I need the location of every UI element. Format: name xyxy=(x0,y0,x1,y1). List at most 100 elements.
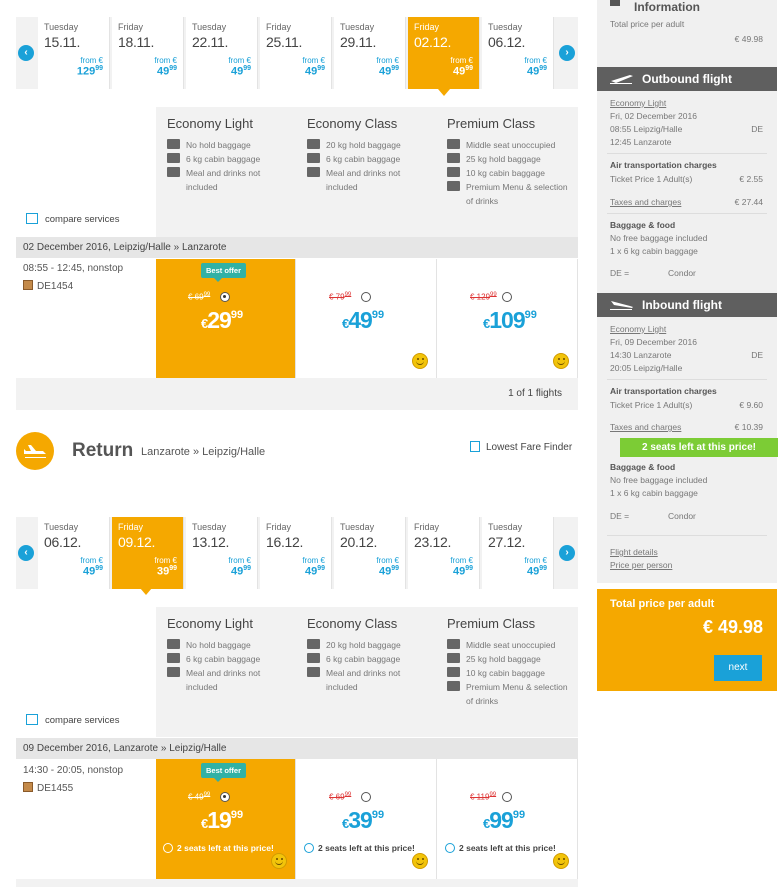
date-cell[interactable]: Friday 09.12. from €3999 xyxy=(112,517,184,589)
class-feature: Meal and drinks not included xyxy=(307,166,437,194)
fare-price: €3999 xyxy=(342,807,385,833)
class-feature: 20 kg hold baggage xyxy=(307,138,437,152)
timer-icon xyxy=(445,843,455,853)
date-cell[interactable]: Tuesday 06.12. from €4999 xyxy=(482,17,554,89)
date-cell[interactable]: Tuesday 13.12. from €4999 xyxy=(186,517,258,589)
lowest-fare-finder-link[interactable]: Lowest Fare Finder xyxy=(470,441,572,453)
fare-option[interactable]: Best offer € 6999 €2999 xyxy=(156,259,296,379)
date-cell[interactable]: Tuesday 22.11. from €4999 xyxy=(186,17,258,89)
fare-option[interactable]: € 6999 €3999 2 seats left at this price! xyxy=(297,759,437,879)
inbound-taxes-link[interactable]: Taxes and charges xyxy=(610,422,682,432)
flight-details-link[interactable]: Flight details xyxy=(610,547,658,557)
takeoff-icon xyxy=(610,75,633,84)
price-per-person-link[interactable]: Price per person xyxy=(610,560,673,570)
date-cell[interactable]: Tuesday 06.12. from €4999 xyxy=(38,517,110,589)
old-price: € 7999 xyxy=(329,292,352,302)
date-from-label: from € xyxy=(450,56,473,65)
fare-option[interactable]: € 7999 €4999 xyxy=(297,259,437,379)
class-feature: 6 kg cabin baggage xyxy=(307,652,437,666)
landing-icon xyxy=(610,301,633,310)
fare-price: €4999 xyxy=(342,307,385,333)
date-value: 27.12. xyxy=(488,534,526,550)
total-price-box: Total price per adult € 49.98 next xyxy=(597,589,777,691)
date-from-label: from € xyxy=(524,556,547,565)
cabin-bag-icon xyxy=(167,653,180,663)
date-cell[interactable]: Tuesday 27.12. from €4999 xyxy=(482,517,554,589)
date-value: 06.12. xyxy=(44,534,82,550)
seat-icon xyxy=(447,139,460,149)
return-date-bar: ‹ Tuesday 06.12. from €4999 Friday 09.12. fro… xyxy=(16,517,578,589)
prev-dates-button[interactable]: ‹ xyxy=(18,45,34,61)
prev-dates-button[interactable]: ‹ xyxy=(18,545,34,561)
next-button[interactable]: next xyxy=(714,655,762,681)
date-cell[interactable]: Friday 23.12. from €4999 xyxy=(408,517,480,589)
fare-radio[interactable] xyxy=(361,292,371,302)
next-dates-button[interactable]: › xyxy=(559,545,575,561)
next-dates-button[interactable]: › xyxy=(559,45,575,61)
inbound-flight-header: Inbound flight xyxy=(597,293,777,317)
fare-option[interactable]: € 12999 €10999 xyxy=(438,259,578,379)
fare-option[interactable]: € 11999 €9999 2 seats left at this price! xyxy=(438,759,578,879)
class-feature: 20 kg hold baggage xyxy=(307,638,437,652)
date-from-label: from € xyxy=(376,556,399,565)
date-price: 4999 xyxy=(82,565,103,578)
fare-radio[interactable] xyxy=(220,792,230,802)
suitcase-icon xyxy=(447,153,460,163)
compare-services-link[interactable]: compare services xyxy=(26,714,119,726)
date-price: 12999 xyxy=(76,65,103,78)
class-feature: 10 kg cabin baggage xyxy=(447,166,577,180)
date-cell[interactable]: Friday 18.11. from €4999 xyxy=(112,17,184,89)
date-from-label: from € xyxy=(524,56,547,65)
date-cell[interactable]: Friday 25.11. from €4999 xyxy=(260,17,332,89)
fare-radio[interactable] xyxy=(361,792,371,802)
date-value: 22.11. xyxy=(192,34,229,50)
old-price: € 12999 xyxy=(470,292,497,302)
fare-radio[interactable] xyxy=(220,292,230,302)
total-label: Total price per adult xyxy=(610,19,685,29)
fare-radio[interactable] xyxy=(502,792,512,802)
old-price: € 6999 xyxy=(188,292,211,302)
date-cell[interactable]: Friday 16.12. from €4999 xyxy=(260,517,332,589)
flight-time: 08:55 - 12:45, nonstop xyxy=(23,263,124,274)
date-from-label: from € xyxy=(376,56,399,65)
outbound-baggage-title: Baggage & food xyxy=(610,220,676,230)
old-price: € 6999 xyxy=(329,792,352,802)
chart-icon xyxy=(26,714,38,725)
old-price: € 4999 xyxy=(188,792,211,802)
class-feature: 6 kg cabin baggage xyxy=(307,152,437,166)
class-feature: Premium Menu & selection of drinks xyxy=(447,680,577,708)
class-name: Economy Light xyxy=(167,116,253,131)
date-day: Friday xyxy=(414,522,440,532)
fare-option[interactable]: Best offer € 4999 €1999 2 seats left at thi… xyxy=(156,759,296,879)
date-cell[interactable]: Friday 02.12. from €4999 xyxy=(408,17,480,89)
date-cell[interactable]: Tuesday 29.11. from €4999 xyxy=(334,17,406,89)
inbound-departure: 14:30 Lanzarote xyxy=(610,350,672,360)
date-price: 4999 xyxy=(156,65,177,78)
class-feature: Meal and drinks not included xyxy=(167,166,297,194)
date-price: 4999 xyxy=(452,565,473,578)
class-feature: Middle seat unoccupied xyxy=(447,138,577,152)
date-cell[interactable]: Tuesday 20.12. from €4999 xyxy=(334,517,406,589)
class-feature: No hold baggage xyxy=(167,638,297,652)
selected-date-pointer xyxy=(438,89,450,96)
date-value: 09.12. xyxy=(118,534,156,550)
cabin-bag-icon xyxy=(447,167,460,177)
outbound-airline-code: DE xyxy=(751,124,763,134)
smiley-icon xyxy=(553,353,569,369)
compare-services-link[interactable]: compare services xyxy=(26,213,119,225)
class-feature: 10 kg cabin baggage xyxy=(447,666,577,680)
no-meal-icon xyxy=(167,667,180,677)
date-price: 4999 xyxy=(452,65,473,78)
flight-time: 14:30 - 20:05, nonstop xyxy=(23,765,124,776)
outbound-taxes-link[interactable]: Taxes and charges xyxy=(610,197,682,207)
date-price: 4999 xyxy=(230,65,251,78)
class-feature: 6 kg cabin baggage xyxy=(167,152,297,166)
date-day: Tuesday xyxy=(488,522,523,532)
class-name: Economy Class xyxy=(307,616,398,631)
date-from-label: from € xyxy=(154,556,177,565)
date-cell[interactable]: Tuesday 15.11. from €12999 xyxy=(38,17,110,89)
fare-radio[interactable] xyxy=(502,292,512,302)
timer-icon xyxy=(304,843,314,853)
date-value: 13.12. xyxy=(192,534,230,550)
inbound-operator-name: Condor xyxy=(668,511,696,521)
